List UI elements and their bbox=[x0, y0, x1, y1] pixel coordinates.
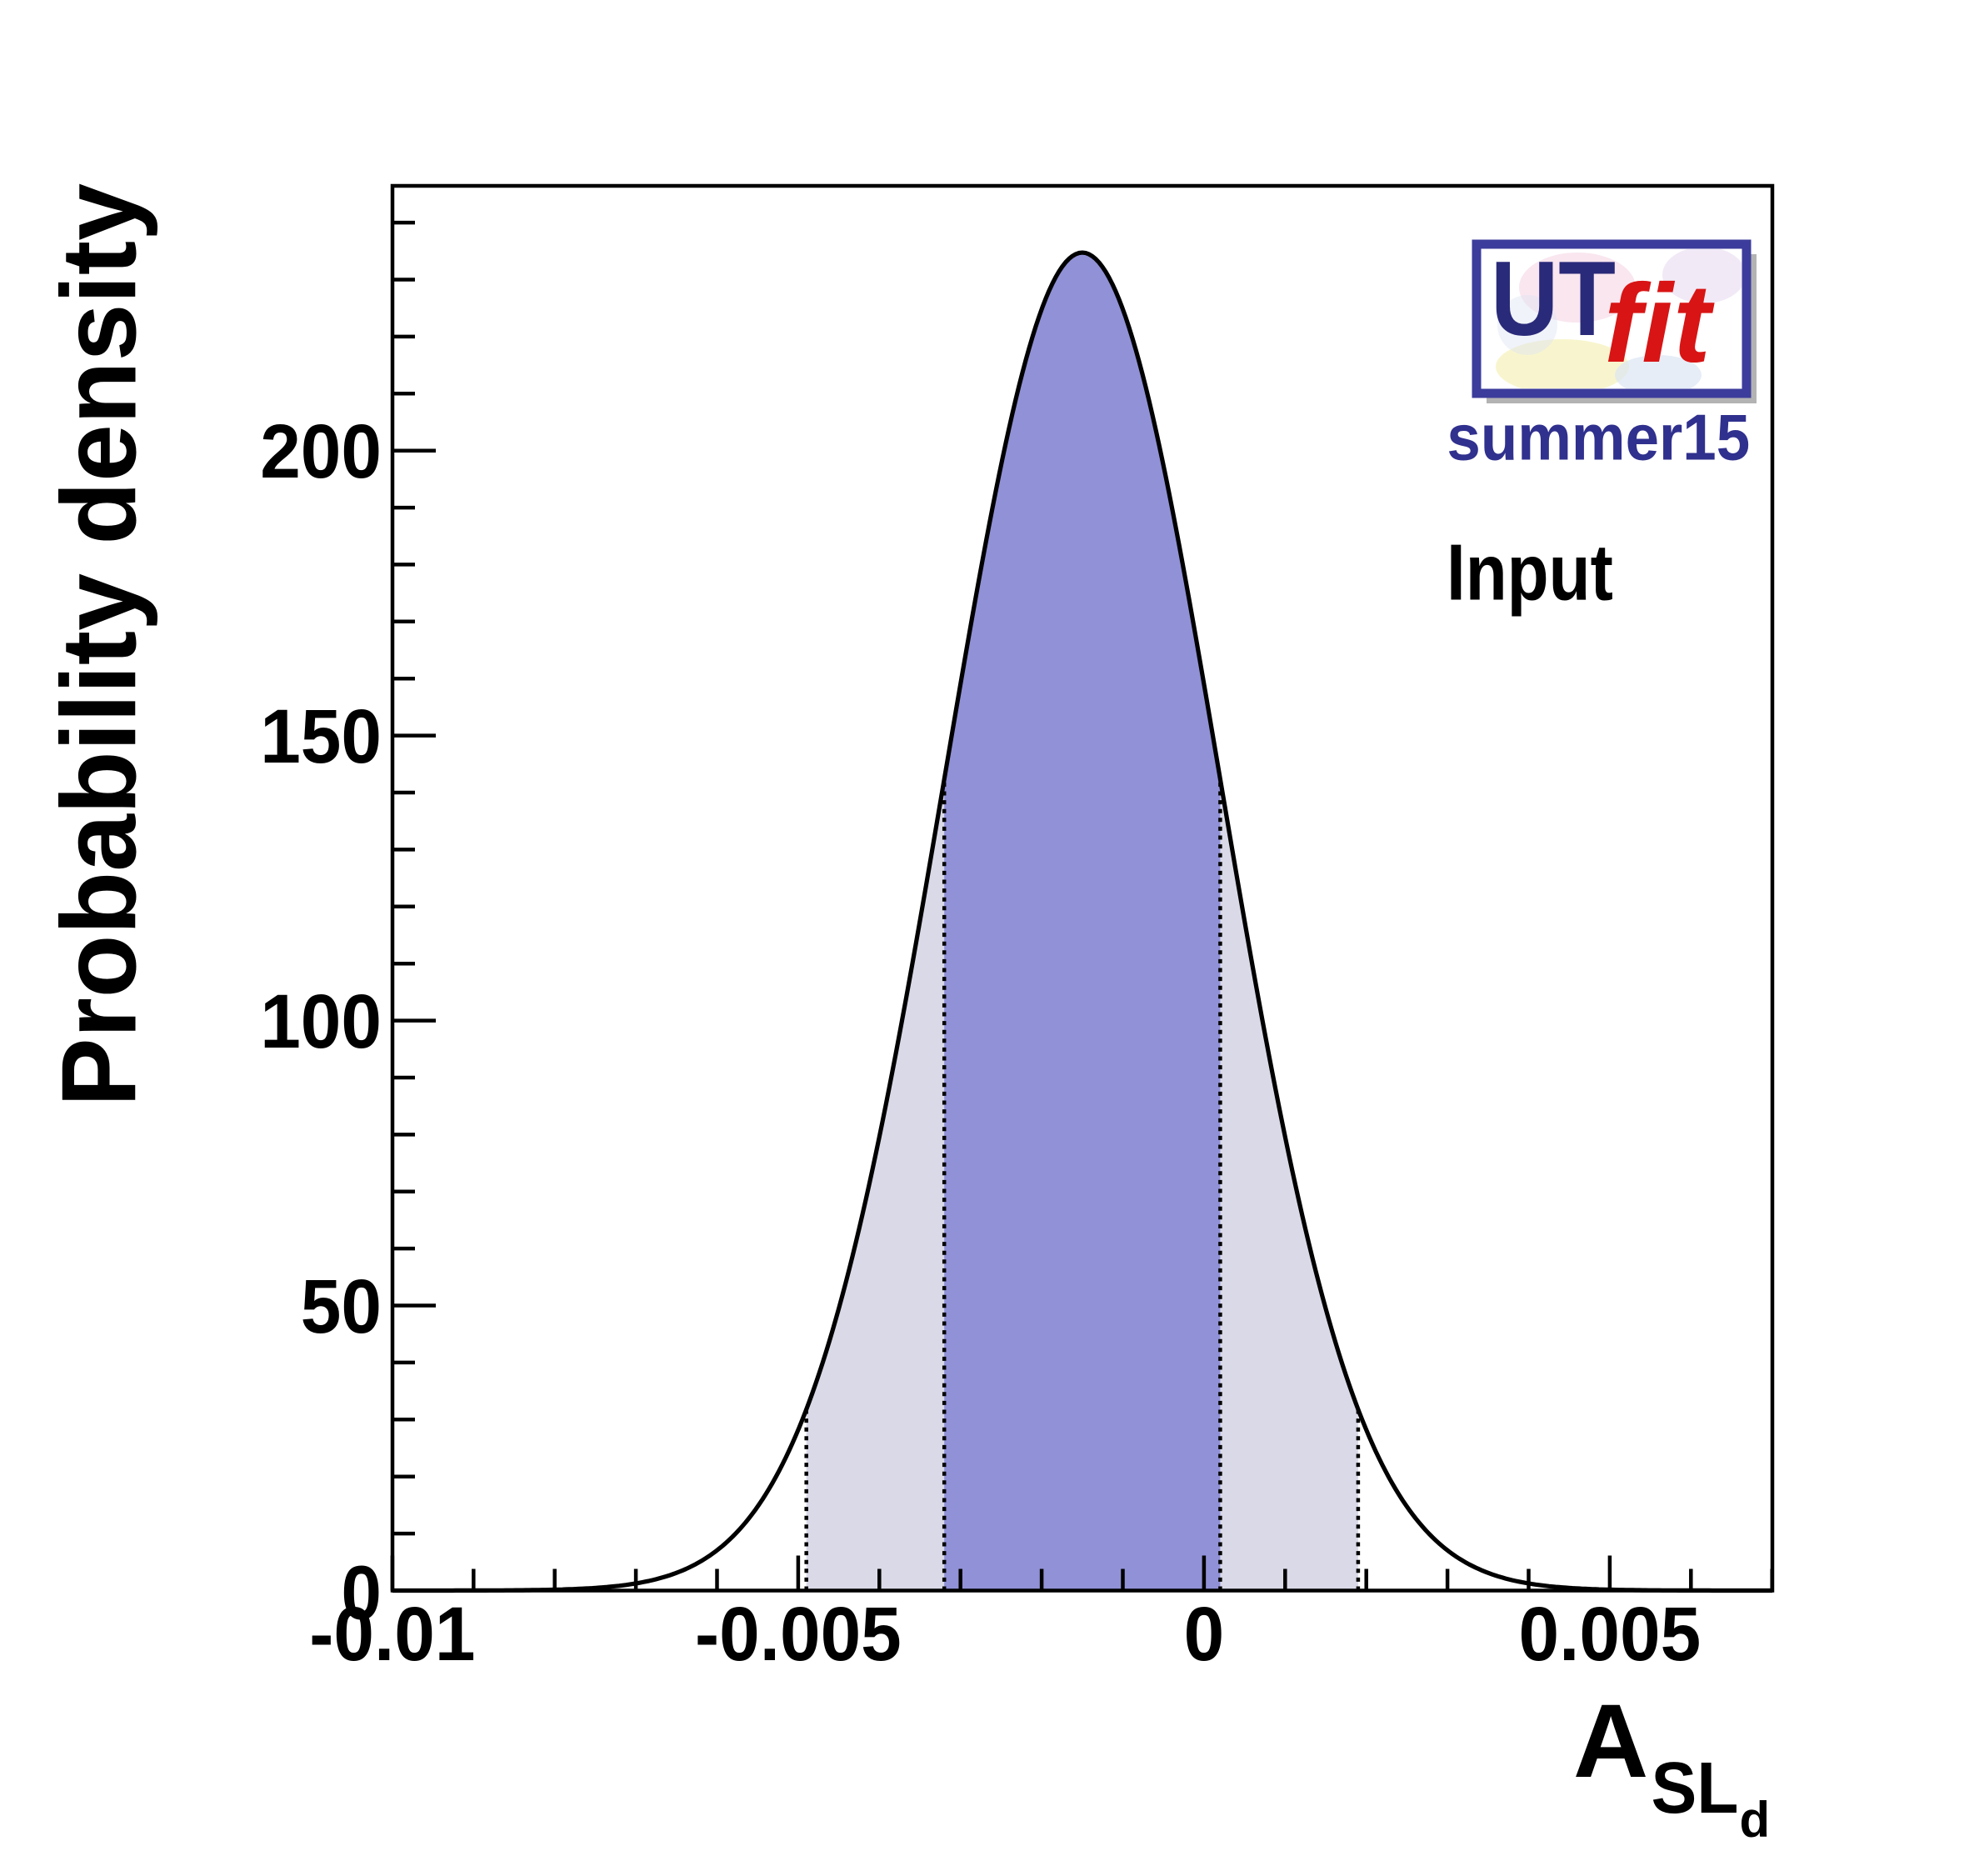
svg-text:UT: UT bbox=[1491, 239, 1616, 358]
svg-text:Input: Input bbox=[1447, 528, 1613, 617]
svg-text:fit: fit bbox=[1604, 262, 1715, 386]
svg-text:A: A bbox=[1573, 1683, 1648, 1799]
svg-text:150: 150 bbox=[260, 694, 382, 779]
svg-text:summer15: summer15 bbox=[1447, 403, 1750, 474]
svg-text:0: 0 bbox=[341, 1551, 382, 1636]
svg-text:Probability density: Probability density bbox=[39, 183, 157, 1107]
svg-text:SL: SL bbox=[1652, 1748, 1739, 1828]
svg-text:50: 50 bbox=[301, 1264, 382, 1349]
svg-text:0: 0 bbox=[1184, 1592, 1225, 1677]
svg-text:d: d bbox=[1740, 1792, 1771, 1848]
svg-text:100: 100 bbox=[260, 979, 382, 1064]
svg-text:200: 200 bbox=[260, 409, 382, 494]
svg-text:0.005: 0.005 bbox=[1519, 1592, 1702, 1677]
svg-text:-0.01: -0.01 bbox=[309, 1592, 475, 1677]
svg-text:-0.005: -0.005 bbox=[695, 1592, 902, 1677]
